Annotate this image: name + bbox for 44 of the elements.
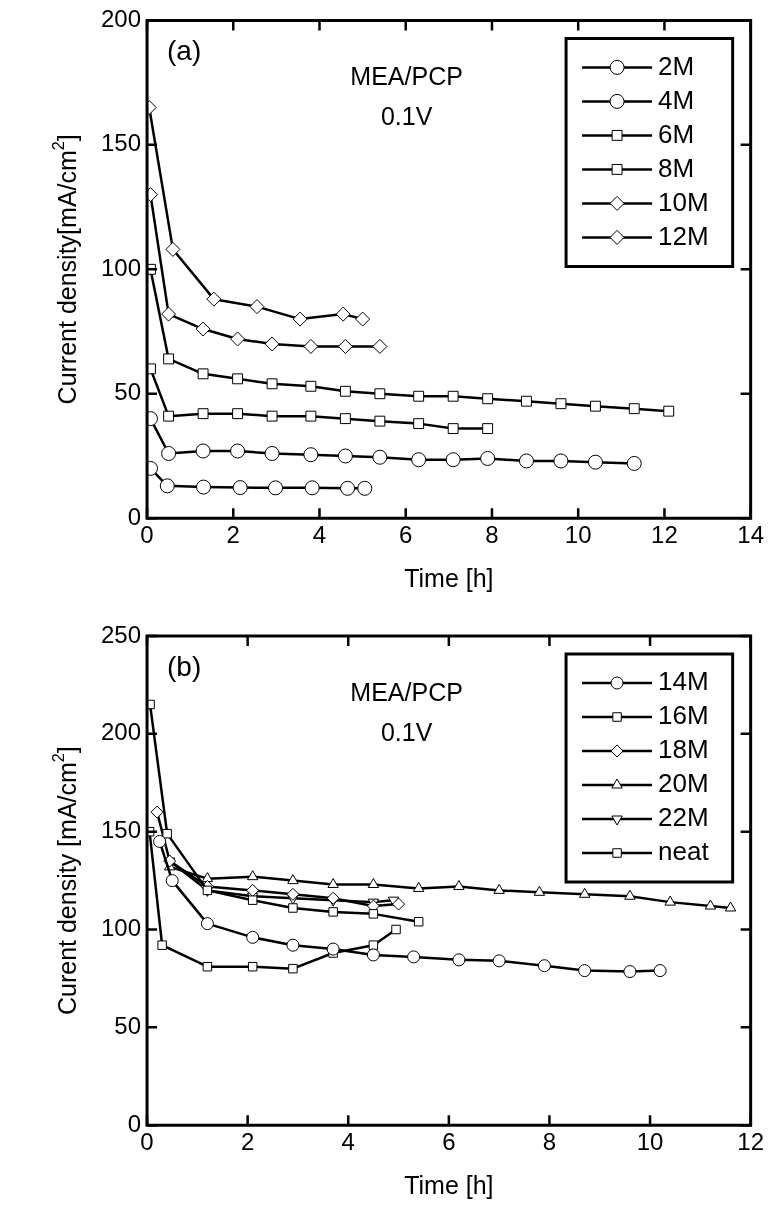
y-tick-label: 200 — [101, 718, 142, 746]
y-tick-label: 50 — [114, 378, 142, 406]
x-tick-label: 8 — [542, 1128, 557, 1156]
annotation: (a) — [167, 35, 202, 67]
legend-label: 18M — [658, 734, 709, 765]
y-tick-label: 0 — [127, 1109, 142, 1137]
annotation: MEA/PCP 0.1V — [350, 677, 463, 746]
y-tick-label: 150 — [101, 129, 142, 157]
legend-label: 22M — [658, 802, 709, 833]
legend-label: 14M — [658, 666, 709, 697]
y-tick-label: 150 — [101, 816, 142, 844]
legend-label: 20M — [658, 768, 709, 799]
y-tick-label: 250 — [101, 620, 142, 648]
x-tick-label: 10 — [564, 521, 592, 549]
legend-label: 6M — [658, 118, 695, 149]
y-tick-label: 50 — [114, 1011, 142, 1039]
y-axis-title: Curent density [mA/cm2] — [48, 746, 81, 1016]
y-axis-title: Current density[mA/cm2] — [48, 134, 81, 405]
x-axis-title: Time [h] — [404, 564, 494, 593]
x-tick-label: 4 — [341, 1128, 355, 1156]
x-tick-label: 2 — [240, 1128, 255, 1156]
annotation: (b) — [167, 650, 202, 682]
legend-label: 2M — [658, 50, 695, 81]
legend-label: 12M — [658, 220, 709, 251]
legend-label: 4M — [658, 84, 695, 115]
x-tick-label: 6 — [399, 521, 413, 549]
x-tick-label: 2 — [226, 521, 240, 549]
legend-label: 10M — [658, 186, 709, 217]
legend-label: 16M — [658, 700, 709, 731]
x-axis-title: Time [h] — [404, 1171, 494, 1200]
x-tick-label: 12 — [737, 1128, 764, 1156]
x-tick-label: 12 — [651, 521, 678, 549]
x-tick-label: 6 — [442, 1128, 456, 1156]
y-tick-label: 100 — [101, 914, 142, 942]
legend-label: 8M — [658, 152, 695, 183]
y-tick-label: 100 — [101, 253, 142, 281]
x-tick-label: 8 — [485, 521, 499, 549]
y-tick-label: 200 — [101, 5, 142, 33]
legend-label: neat — [658, 836, 710, 867]
x-tick-label: 4 — [312, 521, 327, 549]
annotation: MEA/PCP 0.1V — [350, 62, 463, 131]
x-tick-label: 10 — [636, 1128, 664, 1156]
y-tick-label: 0 — [127, 502, 142, 530]
x-tick-label: 14 — [737, 521, 764, 549]
